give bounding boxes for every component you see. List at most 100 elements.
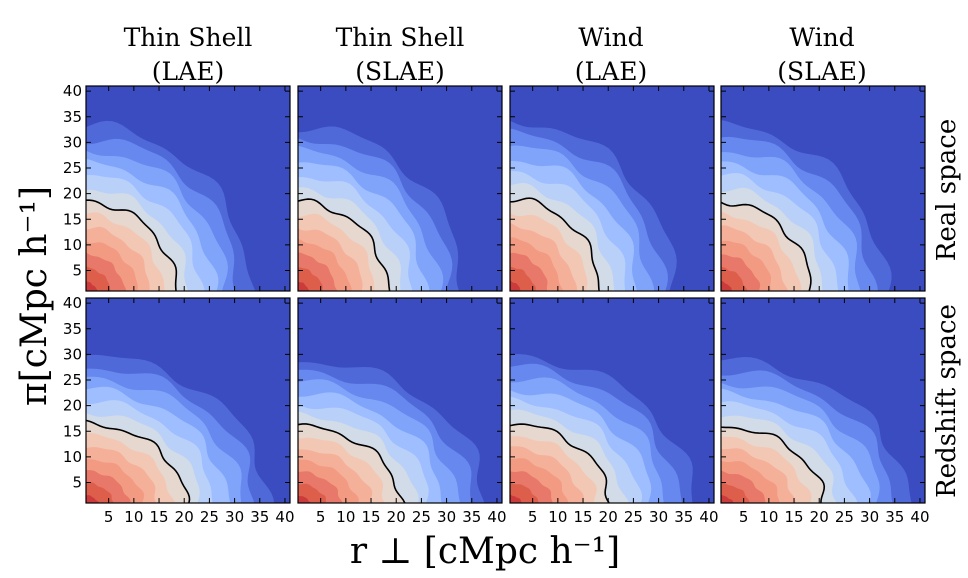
contour-band-12 <box>721 482 750 503</box>
panels-group: 5 10 15 20 25 30 35 40 5 10 15 20 25 30 35 40 5 10 15 20 25 3… <box>63 82 930 526</box>
black-contour-line <box>298 198 391 291</box>
y-axis-label: π[cMpc h⁻¹] <box>14 186 55 406</box>
contour-band-13 <box>86 495 99 503</box>
panel-r2-c3: 5 10 15 20 25 30 35 40 <box>509 297 719 526</box>
y-tick-label: 10 <box>63 236 82 254</box>
y-tick-label: 20 <box>63 185 82 203</box>
col-title-1-line2: (LAE) <box>152 57 224 86</box>
x-tick-label: 5 <box>528 508 538 526</box>
contour-band-13 <box>510 280 522 291</box>
col-title-3-line1: Wind <box>578 23 643 52</box>
x-tick-label: 10 <box>336 508 355 526</box>
contour-bands <box>86 298 290 503</box>
x-tick-label: 5 <box>104 508 114 526</box>
contour-band-13 <box>721 495 734 503</box>
panel-r1-c4 <box>720 85 926 292</box>
y-tick-label: 15 <box>63 422 82 440</box>
x-tick-label: 40 <box>275 508 294 526</box>
black-contour-line <box>510 197 600 291</box>
panel-frame <box>85 85 291 292</box>
col-title-2-line1: Thin Shell <box>336 23 465 52</box>
panel-frame <box>297 85 503 292</box>
panel-r2-c1: 5 10 15 20 25 30 35 40 5 10 15 20 25 30 35 40 <box>63 294 295 526</box>
contour-band-13 <box>298 495 312 503</box>
y-tick-label: 25 <box>63 159 82 177</box>
black-contour-line <box>721 426 826 503</box>
y-tick-label: 15 <box>63 210 82 228</box>
panel-frame <box>720 297 926 504</box>
black-contour-line <box>721 201 812 291</box>
x-tick-label: 25 <box>412 508 431 526</box>
panel-r1-c2 <box>297 85 503 292</box>
x-tick-label: 5 <box>739 508 749 526</box>
contour-bands <box>721 86 925 291</box>
x-tick-label: 20 <box>387 508 406 526</box>
x-tick-label: 40 <box>699 508 718 526</box>
x-tick-label: 10 <box>124 508 143 526</box>
y-tick-label: 20 <box>63 397 82 415</box>
y-tick-label: 40 <box>63 294 82 312</box>
black-contour-line <box>86 199 178 291</box>
x-tick-label: 35 <box>462 508 481 526</box>
x-tick-label: 15 <box>573 508 592 526</box>
contour-bands <box>298 298 502 503</box>
black-contour-line <box>86 419 191 503</box>
x-tick-label: 25 <box>624 508 643 526</box>
x-tick-label: 15 <box>149 508 168 526</box>
contour-bands <box>510 298 714 503</box>
black-contour-line <box>510 423 611 503</box>
col-title-3-line2: (LAE) <box>575 57 647 86</box>
panel-frame <box>297 297 503 504</box>
x-tick-label: 10 <box>548 508 567 526</box>
y-tick-label: 30 <box>63 345 82 363</box>
x-tick-label: 20 <box>810 508 829 526</box>
black-contour-line <box>298 423 406 503</box>
y-tick-label: 35 <box>63 108 82 126</box>
x-tick-label: 40 <box>910 508 929 526</box>
col-title-2-line2: (SLAE) <box>355 57 445 86</box>
x-tick-label: 15 <box>361 508 380 526</box>
x-tick-label: 30 <box>225 508 244 526</box>
panel-r2-c4: 5 10 15 20 25 30 35 40 <box>720 297 930 526</box>
x-tick-label: 30 <box>860 508 879 526</box>
column-titles: Thin Shell (LAE) Thin Shell (SLAE) Wind … <box>124 23 867 86</box>
y-tick-label: 30 <box>63 133 82 151</box>
x-tick-label: 20 <box>599 508 618 526</box>
panel-r1-c1: 5 10 15 20 25 30 35 40 <box>63 82 291 292</box>
contour-band-13 <box>298 281 310 291</box>
x-tick-label: 10 <box>759 508 778 526</box>
col-title-4-line2: (SLAE) <box>777 57 867 86</box>
x-tick-label: 25 <box>200 508 219 526</box>
x-tick-label: 25 <box>835 508 854 526</box>
panel-frame <box>720 85 926 292</box>
panel-frame <box>509 85 715 292</box>
x-tick-label: 20 <box>175 508 194 526</box>
y-tick-label: 10 <box>63 448 82 466</box>
contour-bands <box>721 298 925 503</box>
x-tick-label: 35 <box>250 508 269 526</box>
contour-band-13 <box>86 281 98 291</box>
col-title-4-line1: Wind <box>789 23 854 52</box>
contour-band-13 <box>510 494 523 503</box>
row-label-redshift-space: Redshift space <box>932 304 962 498</box>
col-title-1-line1: Thin Shell <box>124 23 253 52</box>
row-label-real-space: Real space <box>932 119 962 261</box>
panel-r2-c2: 5 10 15 20 25 30 35 40 <box>297 297 507 526</box>
contour-band-13 <box>721 281 732 291</box>
x-tick-label: 30 <box>437 508 456 526</box>
contour-bands <box>86 86 290 291</box>
x-axis-label: r ⊥ [cMpc h⁻¹] <box>350 531 620 572</box>
panel-frame <box>85 297 291 504</box>
x-tick-label: 35 <box>885 508 904 526</box>
y-tick-label: 40 <box>63 82 82 100</box>
x-tick-label: 5 <box>316 508 326 526</box>
contour-bands <box>510 86 714 291</box>
panel-frame <box>509 297 715 504</box>
y-tick-label: 35 <box>63 320 82 338</box>
x-tick-label: 40 <box>487 508 506 526</box>
y-tick-label: 5 <box>72 262 82 280</box>
contour-bands <box>298 86 502 291</box>
panel-r1-c3 <box>509 85 715 292</box>
x-tick-label: 15 <box>784 508 803 526</box>
